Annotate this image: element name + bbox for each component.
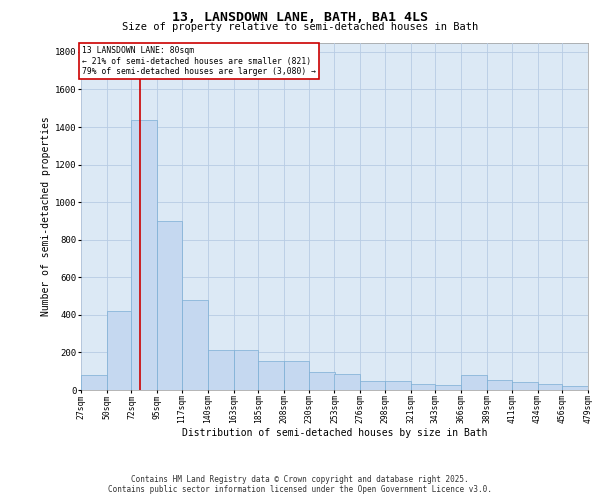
Bar [284, 361, 309, 390]
Bar [588, 380, 600, 390]
Bar [538, 384, 562, 390]
Bar [107, 311, 131, 390]
Bar [562, 386, 588, 390]
Bar [411, 384, 436, 390]
X-axis label: Distribution of semi-detached houses by size in Bath: Distribution of semi-detached houses by … [182, 428, 487, 438]
Bar [512, 382, 538, 390]
Bar [258, 361, 284, 390]
Text: 13 LANSDOWN LANE: 80sqm
← 21% of semi-detached houses are smaller (821)
79% of s: 13 LANSDOWN LANE: 80sqm ← 21% of semi-de… [82, 46, 316, 76]
Bar [208, 350, 233, 390]
Text: 13, LANSDOWN LANE, BATH, BA1 4LS: 13, LANSDOWN LANE, BATH, BA1 4LS [172, 11, 428, 24]
Y-axis label: Number of semi-detached properties: Number of semi-detached properties [41, 116, 51, 316]
Bar [487, 380, 512, 390]
Bar [461, 375, 487, 390]
Bar [335, 374, 360, 390]
Bar [385, 380, 411, 390]
Bar [360, 380, 385, 390]
Bar [182, 300, 208, 390]
Bar [309, 372, 335, 390]
Text: Size of property relative to semi-detached houses in Bath: Size of property relative to semi-detach… [122, 22, 478, 32]
Bar [436, 386, 461, 390]
Bar [131, 120, 157, 390]
Text: Contains HM Land Registry data © Crown copyright and database right 2025.: Contains HM Land Registry data © Crown c… [131, 474, 469, 484]
Bar [233, 350, 258, 390]
Bar [81, 375, 107, 390]
Text: Contains public sector information licensed under the Open Government Licence v3: Contains public sector information licen… [108, 484, 492, 494]
Bar [157, 221, 182, 390]
